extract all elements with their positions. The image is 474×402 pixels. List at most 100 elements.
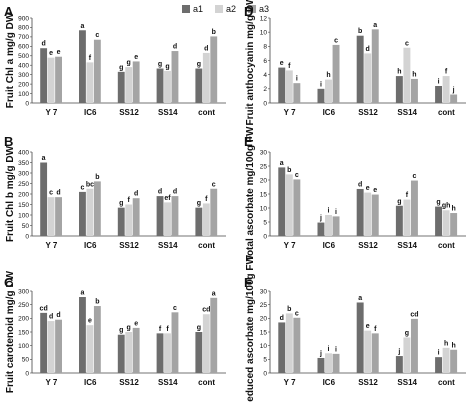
- bar-a1-y7: [278, 67, 286, 103]
- y-tick-label: 25: [260, 163, 268, 170]
- y-tick-label: 200: [18, 316, 29, 323]
- bar-a2-ic6: [86, 62, 94, 103]
- bar-letter-label: c: [80, 184, 84, 191]
- bar-letter-label: c: [95, 32, 99, 39]
- bar-letter-label: j: [397, 349, 400, 356]
- bar-letter-label: e: [280, 60, 284, 67]
- y-tick-label: 150: [18, 202, 29, 209]
- bar-letter-label: i: [335, 346, 337, 353]
- y-tick-label: 4: [263, 72, 267, 79]
- bar-letter-label: i: [320, 81, 322, 88]
- legend-label: a1: [193, 4, 203, 14]
- x-category-label: SS14: [397, 378, 417, 387]
- y-tick-label: 5: [263, 357, 267, 364]
- legend-item-a2: a2: [215, 4, 236, 14]
- bar-letter-label: b: [212, 29, 216, 36]
- bar-a3-ic6: [93, 306, 101, 373]
- y-tick-label: 0: [25, 233, 29, 240]
- y-tick-label: 150: [18, 329, 29, 336]
- y-tick-label: 50: [22, 357, 30, 364]
- bar-a1-cont: [195, 332, 203, 373]
- bar-a1-ss14: [156, 333, 164, 373]
- y-tick-label: 800: [18, 25, 29, 32]
- bar-a2-ic6: [325, 215, 332, 236]
- panel-label: F: [244, 275, 252, 290]
- x-category-label: Y 7: [284, 241, 296, 250]
- bar-letter-label: a: [42, 155, 46, 162]
- bar-a2-ss12: [125, 204, 133, 236]
- y-axis-title: Fruit Chl a mg/g DW: [5, 12, 16, 108]
- bar-letter-label: gh: [442, 203, 451, 210]
- bar-letter-label: c: [295, 310, 299, 317]
- bar-a1-ic6: [79, 191, 86, 236]
- bar-letter-label: f: [89, 55, 92, 62]
- bar-letter-label: b: [287, 167, 291, 174]
- bar-a3-y7: [55, 319, 62, 373]
- bar-a3-y7: [293, 83, 301, 103]
- bar-a2-ss14: [164, 70, 171, 103]
- bar-letter-label: f: [205, 196, 208, 203]
- bar-letter-label: g: [165, 63, 169, 70]
- bar-a2-ic6: [325, 353, 332, 373]
- bar-letter-label: e: [366, 323, 370, 330]
- bar-letter-label: b: [287, 306, 291, 313]
- x-category-label: Y 7: [45, 108, 57, 117]
- y-tick-label: 900: [18, 15, 29, 22]
- y-tick-label: 0: [263, 370, 267, 377]
- y-tick-label: 10: [260, 29, 268, 36]
- bar-a1-ic6: [79, 297, 86, 373]
- bar-letter-label: f: [406, 192, 409, 199]
- bar-a1-ss12: [356, 35, 364, 104]
- bar-letter-label: f: [288, 63, 291, 70]
- bar-letter-label: g: [127, 325, 131, 332]
- bar-a3-ic6: [93, 39, 101, 103]
- bar-a1-cont: [195, 207, 203, 236]
- y-tick-label: 8: [263, 44, 267, 51]
- bar-letter-label: g: [119, 327, 123, 334]
- bar-letter-label: i: [328, 346, 330, 353]
- bar-letter-label: c: [173, 305, 177, 312]
- x-category-label: IC6: [323, 378, 336, 387]
- panel-label: C: [4, 275, 14, 290]
- bar-a2-cont: [442, 210, 450, 236]
- y-tick-label: 15: [260, 329, 268, 336]
- bar-letter-label: c: [295, 172, 299, 179]
- bar-a2-y7: [285, 313, 293, 373]
- bar-letter-label: e: [49, 50, 53, 57]
- bar-letter-label: g: [197, 325, 201, 332]
- bar-letter-label: d: [158, 189, 162, 196]
- y-tick-label: 20: [260, 316, 268, 323]
- bar-a1-cont: [435, 86, 443, 103]
- bar-letter-label: d: [366, 46, 370, 53]
- y-tick-label: 100: [18, 91, 29, 98]
- bar-a1-y7: [278, 167, 286, 236]
- bar-a2-ss12: [125, 67, 133, 103]
- bar-letter-label: f: [128, 197, 131, 204]
- y-tick-label: 300: [18, 288, 29, 295]
- bar-a1-cont: [435, 206, 443, 236]
- y-tick-label: 400: [18, 63, 29, 70]
- y-axis-title: Total ascorbate mg/100g FW: [245, 126, 256, 261]
- bar-a2-ss12: [364, 53, 372, 103]
- x-category-label: IC6: [84, 108, 97, 117]
- bar-letter-label: d: [41, 41, 45, 48]
- bar-letter-label: c: [49, 190, 53, 197]
- bar-letter-label: a: [80, 290, 84, 297]
- x-category-label: cont: [198, 241, 215, 250]
- bar-letter-label: c: [405, 40, 409, 47]
- bar-letter-label: c: [412, 173, 416, 180]
- bar-a1-ss12: [117, 334, 125, 373]
- x-category-label: cont: [198, 378, 215, 387]
- y-tick-label: 0: [25, 370, 29, 377]
- legend-label: a2: [226, 4, 236, 14]
- bar-a3-ss14: [410, 78, 418, 103]
- bar-letter-label: g: [158, 61, 162, 68]
- bar-letter-label: i: [335, 209, 337, 216]
- y-tick-label: 100: [18, 343, 29, 350]
- bar-a2-ic6: [86, 188, 94, 236]
- bar-letter-label: d: [358, 181, 362, 188]
- bar-letter-label: g: [436, 199, 440, 206]
